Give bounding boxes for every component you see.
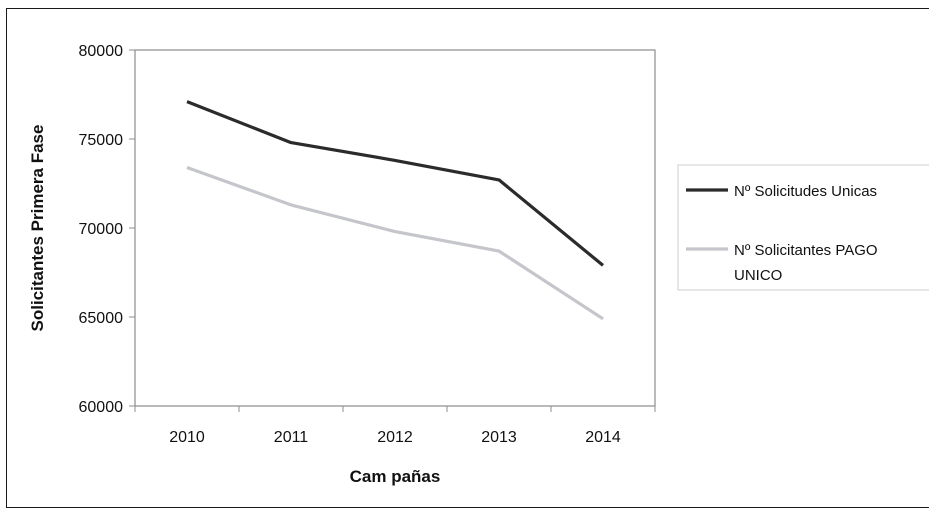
x-tick-label: 2012 bbox=[377, 429, 413, 446]
legend-box bbox=[677, 164, 929, 291]
y-axis-ticks: 80000 75000 70000 65000 60000 bbox=[79, 43, 135, 416]
legend-label-solicitudes-unicas: Nº Solicitudes Unicas bbox=[734, 183, 877, 200]
series-line-solicitantes-pago-unico bbox=[186, 165, 604, 321]
x-tick-label: 2013 bbox=[481, 429, 517, 446]
plot-area bbox=[134, 49, 656, 407]
y-tick-label: 60000 bbox=[79, 399, 124, 416]
y-tick-label: 70000 bbox=[79, 221, 124, 238]
y-tick-label: 75000 bbox=[79, 132, 124, 149]
x-tick-label: 2014 bbox=[585, 429, 621, 446]
y-tick-label: 80000 bbox=[79, 43, 124, 60]
x-axis-title: Cam pañas bbox=[350, 467, 441, 486]
legend-label-solicitantes-pago-unico-line1: Nº Solicitantes PAGO bbox=[734, 242, 878, 259]
x-axis-ticks: 2010 2011 2012 2013 2014 bbox=[134, 406, 656, 446]
y-tick-label: 65000 bbox=[79, 310, 124, 327]
x-tick-label: 2011 bbox=[274, 429, 309, 446]
y-axis-title: Solicitantes Primera Fase bbox=[28, 125, 47, 332]
series-line-solicitudes-unicas bbox=[186, 100, 605, 267]
legend-label-solicitantes-pago-unico-line2: UNICO bbox=[734, 267, 782, 284]
x-tick-label: 2010 bbox=[169, 429, 205, 446]
